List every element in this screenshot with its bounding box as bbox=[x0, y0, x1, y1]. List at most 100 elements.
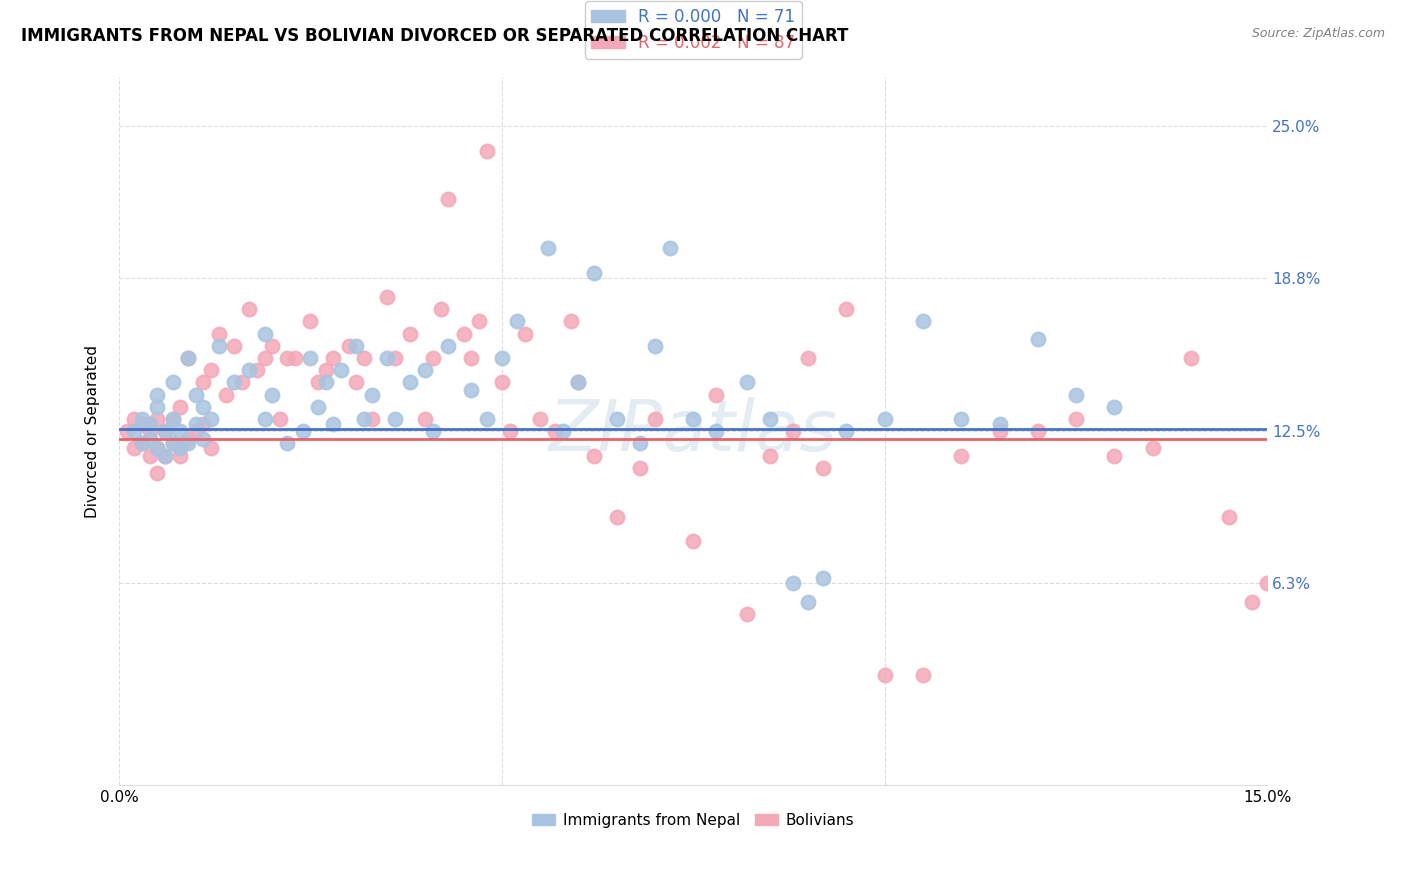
Point bbox=[177, 351, 200, 365]
Point bbox=[169, 400, 191, 414]
Point bbox=[207, 339, 229, 353]
Point bbox=[628, 436, 651, 450]
Point bbox=[704, 424, 727, 438]
Point bbox=[437, 193, 460, 207]
Point bbox=[200, 363, 222, 377]
Point bbox=[567, 376, 589, 390]
Point bbox=[315, 363, 337, 377]
Point bbox=[262, 387, 284, 401]
Point bbox=[153, 424, 176, 438]
Point bbox=[475, 144, 498, 158]
Point bbox=[124, 412, 146, 426]
Point bbox=[560, 314, 582, 328]
Text: ZIPatlas: ZIPatlas bbox=[548, 397, 838, 466]
Point bbox=[375, 290, 398, 304]
Point bbox=[162, 412, 184, 426]
Point bbox=[307, 376, 329, 390]
Point bbox=[131, 436, 153, 450]
Point bbox=[124, 442, 146, 456]
Point bbox=[193, 400, 215, 414]
Point bbox=[138, 449, 160, 463]
Point bbox=[399, 326, 422, 341]
Point bbox=[735, 376, 758, 390]
Point bbox=[276, 351, 298, 365]
Point bbox=[1064, 412, 1087, 426]
Point bbox=[184, 387, 207, 401]
Point bbox=[138, 417, 160, 431]
Point bbox=[337, 339, 360, 353]
Point bbox=[262, 339, 284, 353]
Point bbox=[644, 339, 666, 353]
Point bbox=[628, 461, 651, 475]
Point bbox=[238, 363, 260, 377]
Point bbox=[1218, 509, 1240, 524]
Point bbox=[813, 461, 835, 475]
Point bbox=[950, 449, 973, 463]
Point bbox=[797, 351, 820, 365]
Point bbox=[146, 400, 169, 414]
Point bbox=[375, 351, 398, 365]
Point bbox=[193, 376, 215, 390]
Point bbox=[344, 376, 367, 390]
Point bbox=[759, 412, 782, 426]
Point bbox=[582, 266, 605, 280]
Point bbox=[162, 412, 184, 426]
Point bbox=[835, 424, 858, 438]
Point bbox=[491, 351, 513, 365]
Point bbox=[1271, 424, 1294, 438]
Point bbox=[506, 314, 529, 328]
Point bbox=[222, 339, 245, 353]
Point bbox=[553, 424, 575, 438]
Point bbox=[1180, 351, 1202, 365]
Point bbox=[276, 436, 298, 450]
Point bbox=[988, 424, 1011, 438]
Point bbox=[813, 571, 835, 585]
Point bbox=[460, 351, 482, 365]
Point bbox=[253, 351, 276, 365]
Point bbox=[238, 302, 260, 317]
Point bbox=[759, 449, 782, 463]
Point bbox=[146, 442, 169, 456]
Point bbox=[131, 412, 153, 426]
Point bbox=[115, 424, 138, 438]
Point bbox=[153, 449, 176, 463]
Point bbox=[582, 449, 605, 463]
Point bbox=[1064, 387, 1087, 401]
Point bbox=[1104, 449, 1126, 463]
Point bbox=[284, 351, 307, 365]
Point bbox=[184, 424, 207, 438]
Point bbox=[950, 412, 973, 426]
Point bbox=[138, 424, 160, 438]
Point bbox=[200, 442, 222, 456]
Point bbox=[231, 376, 253, 390]
Point bbox=[498, 424, 520, 438]
Point bbox=[399, 376, 422, 390]
Point bbox=[422, 351, 444, 365]
Point bbox=[422, 424, 444, 438]
Point bbox=[138, 432, 160, 446]
Point bbox=[1104, 400, 1126, 414]
Point bbox=[682, 412, 704, 426]
Point bbox=[162, 376, 184, 390]
Point bbox=[131, 436, 153, 450]
Point bbox=[184, 417, 207, 431]
Point bbox=[344, 339, 367, 353]
Y-axis label: Divorced or Separated: Divorced or Separated bbox=[86, 345, 100, 517]
Point bbox=[384, 351, 406, 365]
Point bbox=[146, 387, 169, 401]
Point bbox=[315, 376, 337, 390]
Point bbox=[222, 376, 245, 390]
Point bbox=[606, 412, 628, 426]
Point bbox=[200, 412, 222, 426]
Point bbox=[835, 302, 858, 317]
Point bbox=[735, 607, 758, 622]
Point bbox=[360, 412, 382, 426]
Legend: Immigrants from Nepal, Bolivians: Immigrants from Nepal, Bolivians bbox=[526, 807, 860, 834]
Point bbox=[782, 424, 804, 438]
Point bbox=[644, 412, 666, 426]
Point bbox=[513, 326, 536, 341]
Point bbox=[567, 376, 589, 390]
Point bbox=[207, 326, 229, 341]
Point bbox=[911, 314, 934, 328]
Point bbox=[1295, 461, 1317, 475]
